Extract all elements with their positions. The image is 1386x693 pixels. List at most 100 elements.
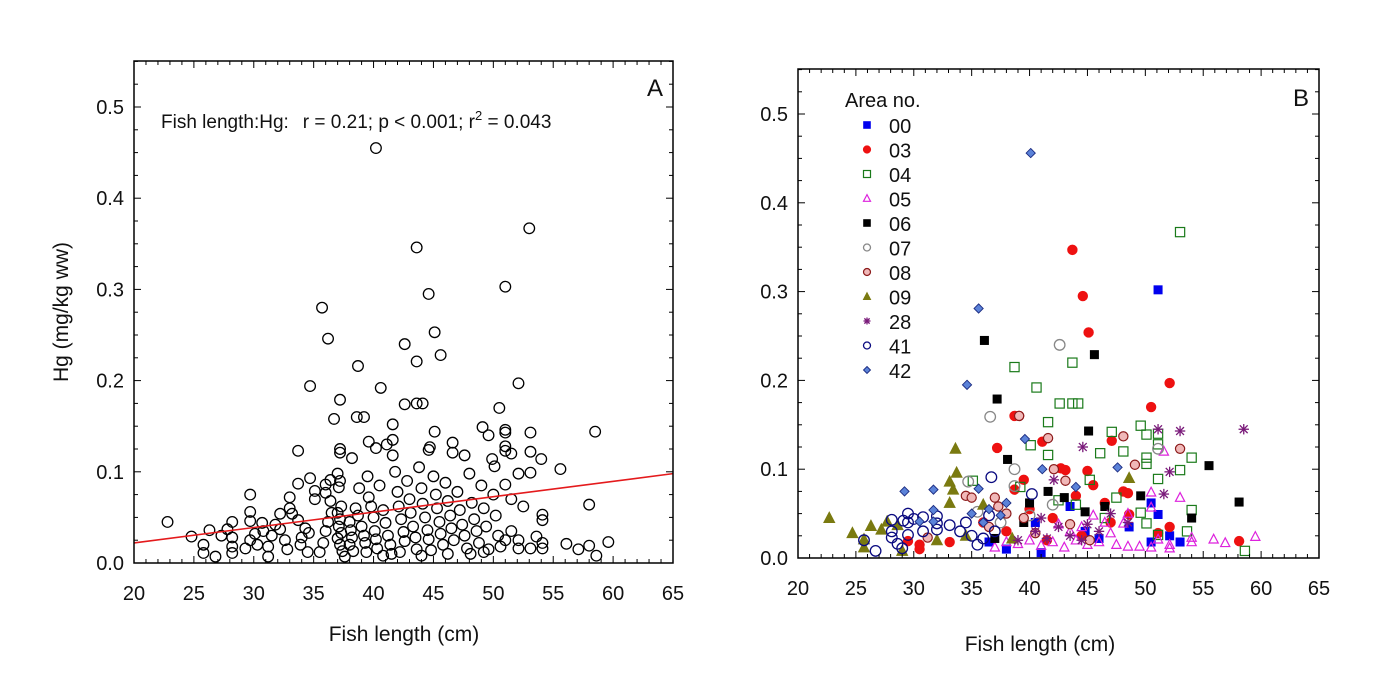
data-point xyxy=(349,502,362,515)
data-point xyxy=(1070,499,1082,510)
data-point xyxy=(352,509,364,522)
data-point xyxy=(1145,540,1157,552)
x-tick-label: 55 xyxy=(542,583,564,605)
data-point xyxy=(1153,509,1163,519)
data-point xyxy=(463,467,476,480)
data-point xyxy=(324,495,337,507)
data-point xyxy=(512,467,525,480)
data-point xyxy=(1118,446,1129,457)
data-point xyxy=(1041,533,1053,544)
data-point xyxy=(410,355,423,368)
data-point xyxy=(1084,474,1095,486)
data-point xyxy=(209,550,222,563)
data-point xyxy=(1112,462,1123,473)
legend-label: 00 xyxy=(889,116,911,138)
data-point xyxy=(1152,424,1164,435)
legend-marker-icon xyxy=(863,121,871,129)
data-point xyxy=(1076,535,1087,546)
data-point xyxy=(512,534,525,547)
data-point xyxy=(319,525,332,538)
data-point xyxy=(554,463,567,476)
data-point xyxy=(447,534,460,547)
series-41 xyxy=(858,471,1038,557)
data-point xyxy=(864,519,878,532)
data-point xyxy=(505,447,518,460)
data-point xyxy=(1037,463,1048,475)
data-point xyxy=(1058,540,1070,552)
data-point xyxy=(331,532,344,545)
x-tick-label: 35 xyxy=(961,578,983,600)
data-point xyxy=(344,524,357,537)
data-point xyxy=(328,412,340,425)
legend-marker-icon xyxy=(862,243,872,252)
legend-label: 04 xyxy=(889,165,911,187)
data-point xyxy=(464,547,477,560)
data-point xyxy=(437,538,449,551)
data-point xyxy=(413,461,426,474)
data-point xyxy=(1046,498,1059,511)
panel-b-label: B xyxy=(1293,85,1309,112)
legend-marker-icon xyxy=(862,193,872,202)
legend-marker-icon xyxy=(863,317,871,325)
data-point xyxy=(456,518,469,531)
data-point xyxy=(423,441,436,454)
data-point xyxy=(292,477,305,490)
legend-item: 03 xyxy=(862,141,911,163)
data-point xyxy=(1152,533,1164,544)
data-point xyxy=(930,523,943,536)
data-point xyxy=(885,513,898,526)
data-point xyxy=(995,510,1006,521)
y-tick-label: 0.0 xyxy=(760,548,788,570)
legend-marker-icon xyxy=(862,365,872,375)
data-point xyxy=(992,394,1002,404)
panel-a-x-axis-title: Fish length (cm) xyxy=(329,623,480,646)
data-point xyxy=(1077,290,1089,302)
data-point xyxy=(1164,466,1175,478)
data-point xyxy=(477,546,490,559)
data-point xyxy=(1187,513,1197,523)
data-point xyxy=(1164,538,1176,549)
legend-item: 06 xyxy=(863,214,911,236)
data-point xyxy=(1048,464,1060,475)
data-point xyxy=(1233,535,1245,547)
data-point xyxy=(1082,519,1093,530)
data-point xyxy=(583,539,596,552)
data-point xyxy=(914,539,925,550)
data-point xyxy=(1003,454,1013,464)
data-point xyxy=(299,522,312,535)
data-point xyxy=(262,540,275,553)
data-point xyxy=(524,426,537,439)
data-point xyxy=(971,538,984,551)
x-tick-label: 30 xyxy=(903,578,925,600)
data-point xyxy=(301,546,314,559)
data-point xyxy=(403,493,416,506)
data-point xyxy=(392,500,405,513)
data-point xyxy=(331,467,344,480)
data-point xyxy=(434,349,447,362)
regression-line xyxy=(133,472,674,544)
data-point xyxy=(885,531,898,544)
data-point xyxy=(1089,350,1099,360)
series-08 xyxy=(922,410,1186,546)
data-point xyxy=(1110,538,1122,549)
panel-a-label: A xyxy=(647,75,663,102)
data-point xyxy=(985,471,998,484)
legend-item: 42 xyxy=(862,361,911,383)
data-point xyxy=(393,546,406,559)
data-point xyxy=(943,519,956,532)
data-point xyxy=(1164,541,1176,553)
legend-item: 00 xyxy=(863,116,911,138)
data-point xyxy=(355,520,368,533)
data-point xyxy=(353,482,366,495)
data-point xyxy=(978,517,989,528)
data-point xyxy=(1087,509,1099,520)
data-point xyxy=(1186,452,1197,463)
data-point xyxy=(331,506,344,519)
data-point xyxy=(1080,507,1090,517)
data-point xyxy=(446,436,459,449)
data-point xyxy=(1152,529,1164,541)
data-point xyxy=(1135,420,1146,431)
data-point xyxy=(1219,536,1231,548)
series-06 xyxy=(979,335,1244,543)
data-point xyxy=(1025,440,1036,451)
